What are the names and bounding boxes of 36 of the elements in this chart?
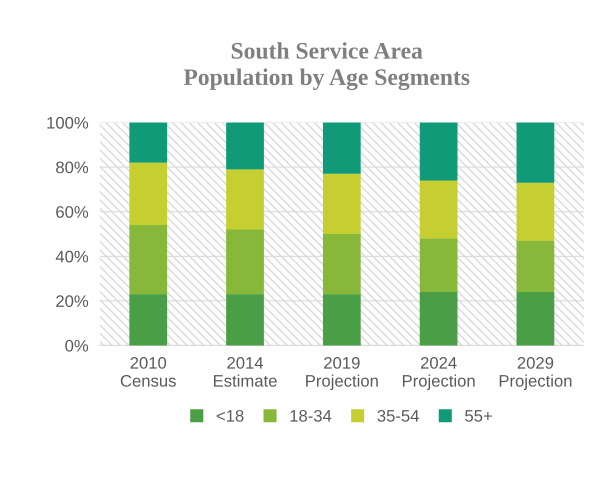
bar: [516, 240, 554, 292]
bar: [420, 238, 458, 292]
x-tick-label: 2010 Census: [120, 357, 176, 387]
bar: [129, 225, 168, 294]
y-tick-label: 20%: [56, 295, 88, 308]
y-tick-label: 80%: [56, 161, 88, 174]
bar: [226, 230, 264, 294]
bar: [516, 292, 554, 346]
bar: [420, 292, 458, 346]
bar: [516, 182, 554, 241]
bar: [322, 294, 361, 346]
bar: [420, 122, 458, 180]
y-tick-label: 40%: [56, 250, 88, 262]
bar: [322, 174, 361, 234]
bar: [226, 169, 264, 230]
x-tick-label: 2024 Projection: [402, 357, 475, 390]
x-tick-label: 2029 Projection: [500, 357, 572, 390]
legend-label: 18-34: [290, 410, 332, 422]
bar: [226, 294, 264, 346]
bar: [322, 122, 361, 174]
bar: [129, 162, 168, 226]
x-tick-label: 2014 Estimate: [214, 357, 277, 387]
legend-label: 55+: [465, 410, 492, 422]
bar: [129, 122, 168, 163]
bar: [322, 234, 361, 294]
bar: [420, 180, 458, 238]
legend-label: 35-54: [377, 410, 419, 422]
legend-label: <18: [216, 410, 244, 422]
bar: [226, 122, 264, 170]
bar: [129, 294, 168, 346]
chart-title: South Service Area Population by Age Segments: [184, 42, 470, 90]
y-tick-label: 0%: [65, 340, 88, 352]
y-tick-label: 100%: [47, 116, 88, 129]
y-tick-label: 60%: [56, 206, 88, 218]
x-tick-label: 2019 Projection: [306, 357, 378, 390]
bar: [516, 122, 554, 183]
